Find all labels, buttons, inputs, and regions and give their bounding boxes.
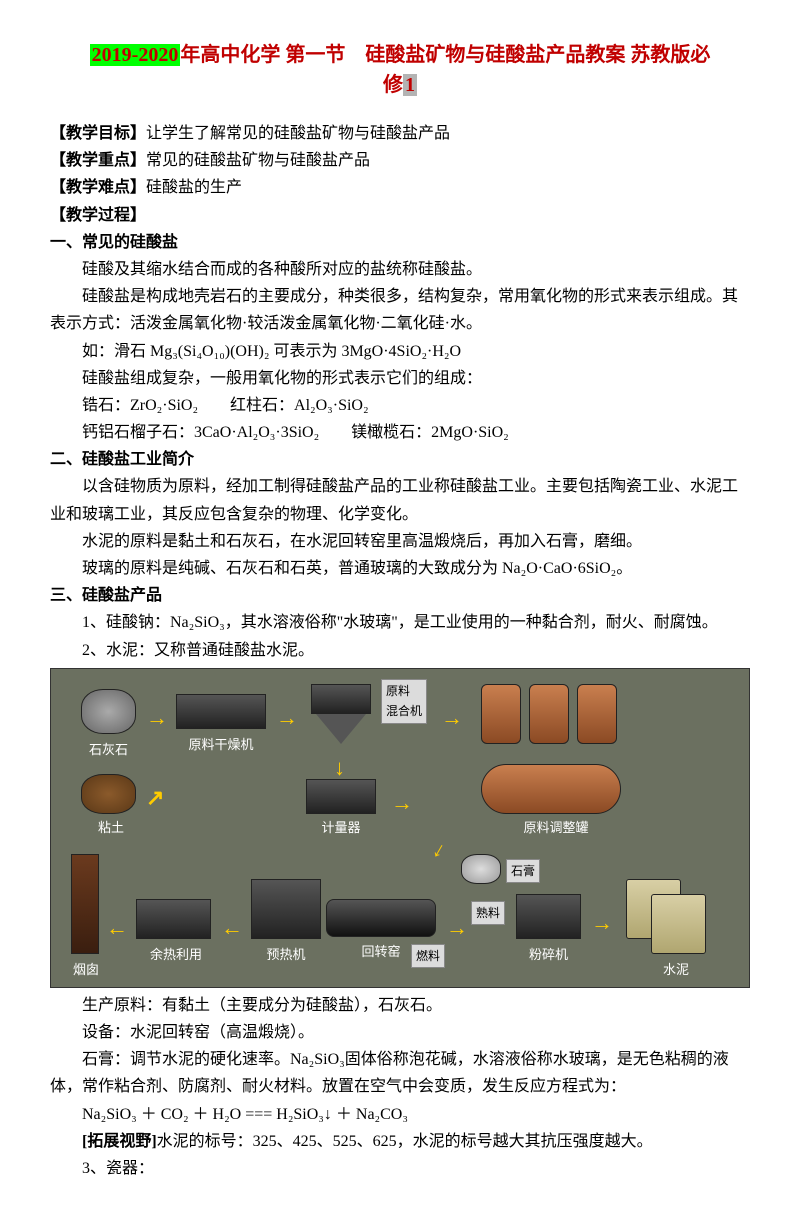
preheat-label: 预热机 [251, 944, 321, 966]
adjust-label: 原料调整罐 [496, 817, 616, 839]
arrow-icon: → [441, 699, 463, 736]
s2-p3: 玻璃的原料是纯碱、石灰石和石英，普通玻璃的大致成分为 Na₂O·CaO·6SiO… [50, 555, 750, 582]
arrow-icon: ← [106, 909, 128, 946]
diff-label: 【教学难点】 [50, 179, 146, 196]
expand-label: [拓展视野] [82, 1133, 157, 1150]
chimney-label: 烟囱 [66, 959, 106, 981]
cooked-label: 熟料 [471, 901, 505, 925]
s3-eq: Na₂SiO₃ ＋ CO₂ ＋ H₂O === H₂SiO₃↓ ＋ Na₂CO₃ [50, 1101, 750, 1128]
clay-label: 粘土 [86, 817, 136, 839]
proc-label: 【教学过程】 [50, 207, 146, 224]
mixer-top-icon [311, 684, 371, 714]
meter-label: 计量器 [311, 817, 371, 839]
title-mid: 年高中化学 第一节 硅酸盐矿物与硅酸盐产品教案 苏教版必 [180, 44, 710, 66]
diff-text: 硅酸盐的生产 [146, 179, 242, 196]
kiln-label: 回转窑 [351, 941, 411, 963]
arrow-icon: ↗ [146, 779, 164, 816]
mixer-label: 原料 混合机 [381, 679, 427, 724]
focus-text: 常见的硅酸盐矿物与硅酸盐产品 [146, 152, 370, 169]
kiln-icon [326, 899, 436, 937]
arrow-icon: → [146, 699, 168, 736]
arrow-icon: → [391, 784, 413, 821]
meter-icon [306, 779, 376, 814]
meta-goal: 【教学目标】让学生了解常见的硅酸盐矿物与硅酸盐产品 [50, 120, 750, 147]
title-num: 1 [403, 74, 417, 96]
cement-bags-icon [651, 894, 706, 954]
s2-head: 二、硅酸盐工业简介 [50, 446, 750, 473]
s1-p4: 硅酸盐组成复杂，一般用氧化物的形式表示它们的组成： [50, 365, 750, 392]
mixer-funnel-icon [316, 714, 366, 744]
s1-p5: 锆石：ZrO₂·SiO₂ 红柱石：Al₂O₃·SiO₂ [50, 392, 750, 419]
s2-p1: 以含硅物质为原料，经加工制得硅酸盐产品的工业称硅酸盐工业。主要包括陶瓷工业、水泥… [50, 473, 750, 527]
s3-p1: 1、硅酸钠：Na₂SiO₃，其水溶液俗称"水玻璃"，是工业使用的一种黏合剂，耐火… [50, 609, 750, 636]
preheat-icon [251, 879, 321, 939]
limestone-icon [81, 689, 136, 734]
s3-head: 三、硅酸盐产品 [50, 582, 750, 609]
meta-proc: 【教学过程】 [50, 202, 750, 229]
tank2-icon [529, 684, 569, 744]
clay-icon [81, 774, 136, 814]
s3-after1: 生产原料：有黏土（主要成分为硅酸盐），石灰石。 [50, 992, 750, 1019]
arrow-icon: ← [221, 909, 243, 946]
s3-after2: 设备：水泥回转窑（高温煅烧）。 [50, 1019, 750, 1046]
goal-label: 【教学目标】 [50, 125, 146, 142]
s3-p3: 3、瓷器： [50, 1155, 750, 1182]
s3-expand: [拓展视野]水泥的标号：325、425、525、625，水泥的标号越大其抗压强度… [50, 1128, 750, 1155]
s1-head: 一、常见的硅酸盐 [50, 229, 750, 256]
arrow-icon: → [446, 909, 468, 946]
fuel-label: 燃料 [411, 944, 445, 968]
arrow-icon: → [420, 834, 463, 872]
s3-after3: 石膏：调节水泥的硬化速率。Na₂SiO₃固体俗称泡花碱，水溶液俗称水玻璃，是无色… [50, 1046, 750, 1100]
tank3-icon [577, 684, 617, 744]
s1-p6: 钙铝石榴子石：3CaO·Al₂O₃·3SiO₂ 镁橄榄石：2MgO·SiO₂ [50, 419, 750, 446]
arrow-icon: → [591, 904, 613, 941]
focus-label: 【教学重点】 [50, 152, 146, 169]
title-year: 2019-2020 [90, 44, 181, 66]
s2-p2: 水泥的原料是黏土和石灰石，在水泥回转窑里高温煅烧后，再加入石膏，磨细。 [50, 528, 750, 555]
s1-p3: 如：滑石 Mg₃(Si₄O₁₀)(OH)₂ 可表示为 3MgO·4SiO₂·H₂… [50, 338, 750, 365]
gypsum-label: 石膏 [506, 859, 540, 883]
dryer-label: 原料干燥机 [171, 734, 271, 756]
expand-text: 水泥的标号：325、425、525、625，水泥的标号越大其抗压强度越大。 [157, 1133, 653, 1150]
cement-label: 水泥 [651, 959, 701, 981]
s1-p2: 硅酸盐是构成地壳岩石的主要成分，种类很多，结构复杂，常用氧化物的形式来表示组成。… [50, 283, 750, 337]
s3-p2: 2、水泥：又称普通硅酸盐水泥。 [50, 637, 750, 664]
crusher-icon [516, 894, 581, 939]
arrow-icon: → [276, 699, 298, 736]
adjust-icon [481, 764, 621, 814]
waste-label: 余热利用 [136, 944, 216, 966]
gypsum-icon [461, 854, 501, 884]
goal-text: 让学生了解常见的硅酸盐矿物与硅酸盐产品 [146, 125, 450, 142]
waste-icon [136, 899, 211, 939]
page-title: 2019-2020年高中化学 第一节 硅酸盐矿物与硅酸盐产品教案 苏教版必 修1 [50, 40, 750, 100]
chimney-icon [71, 854, 99, 954]
crusher-label: 粉碎机 [516, 944, 581, 966]
meta-focus: 【教学重点】常见的硅酸盐矿物与硅酸盐产品 [50, 147, 750, 174]
tank1-icon [481, 684, 521, 744]
s1-p1: 硅酸及其缩水结合而成的各种酸所对应的盐统称硅酸盐。 [50, 256, 750, 283]
title-xi: 修 [383, 74, 403, 96]
meta-diff: 【教学难点】硅酸盐的生产 [50, 174, 750, 201]
limestone-label: 石灰石 [76, 739, 141, 761]
dryer-icon [176, 694, 266, 729]
cement-process-diagram: 石灰石 → 原料干燥机 → 原料 混合机 → 粘土 ↗ ↓ 计量器 → 原料调整… [50, 668, 750, 988]
